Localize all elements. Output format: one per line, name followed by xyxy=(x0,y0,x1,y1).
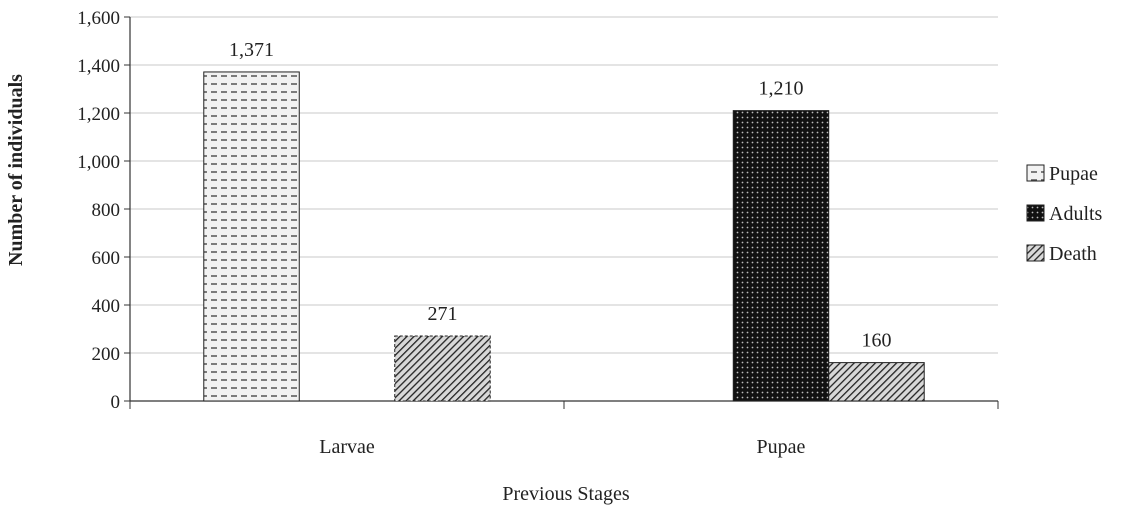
y-tick-label: 600 xyxy=(92,248,121,269)
y-tick-label: 1,400 xyxy=(77,56,120,77)
legend: Pupae Adults Death xyxy=(1026,163,1103,265)
y-tick-label: 800 xyxy=(92,200,121,221)
data-label: 271 xyxy=(427,303,457,325)
bar-adults-pupae xyxy=(732,110,830,402)
legend-label-adults: Adults xyxy=(1049,203,1103,225)
bars xyxy=(203,71,925,402)
data-label: 1,210 xyxy=(759,78,804,100)
y-tick-label: 0 xyxy=(111,392,121,413)
y-tick-label: 1,200 xyxy=(77,104,120,125)
y-tick-label: 400 xyxy=(92,296,121,317)
x-axis-title: Previous Stages xyxy=(502,483,629,505)
x-tick-label: Pupae xyxy=(757,436,806,458)
y-axis-title: Number of individuals xyxy=(5,74,27,266)
legend-label-pupae: Pupae xyxy=(1049,163,1098,185)
y-tick-label: 1,000 xyxy=(77,152,120,173)
y-tick-label: 200 xyxy=(92,344,121,365)
y-tick-label: 1,600 xyxy=(77,8,120,29)
bar-death-pupae xyxy=(828,362,925,402)
legend-swatch-pupae xyxy=(1026,164,1045,182)
legend-label-death: Death xyxy=(1049,243,1097,265)
axes: 0 200 400 600 800 1,000 1,200 1,400 1,600 Larvae P… xyxy=(77,8,999,458)
data-label: 1,371 xyxy=(229,39,274,61)
bar-death-larvae xyxy=(394,335,491,402)
data-labels: 1,371 271 1,210 160 xyxy=(229,39,891,352)
bar-pupae-larvae xyxy=(203,71,300,402)
legend-swatch-adults xyxy=(1026,204,1045,222)
x-tick-label: Larvae xyxy=(319,436,375,458)
legend-swatch-death xyxy=(1026,244,1045,262)
data-label: 160 xyxy=(861,330,891,352)
